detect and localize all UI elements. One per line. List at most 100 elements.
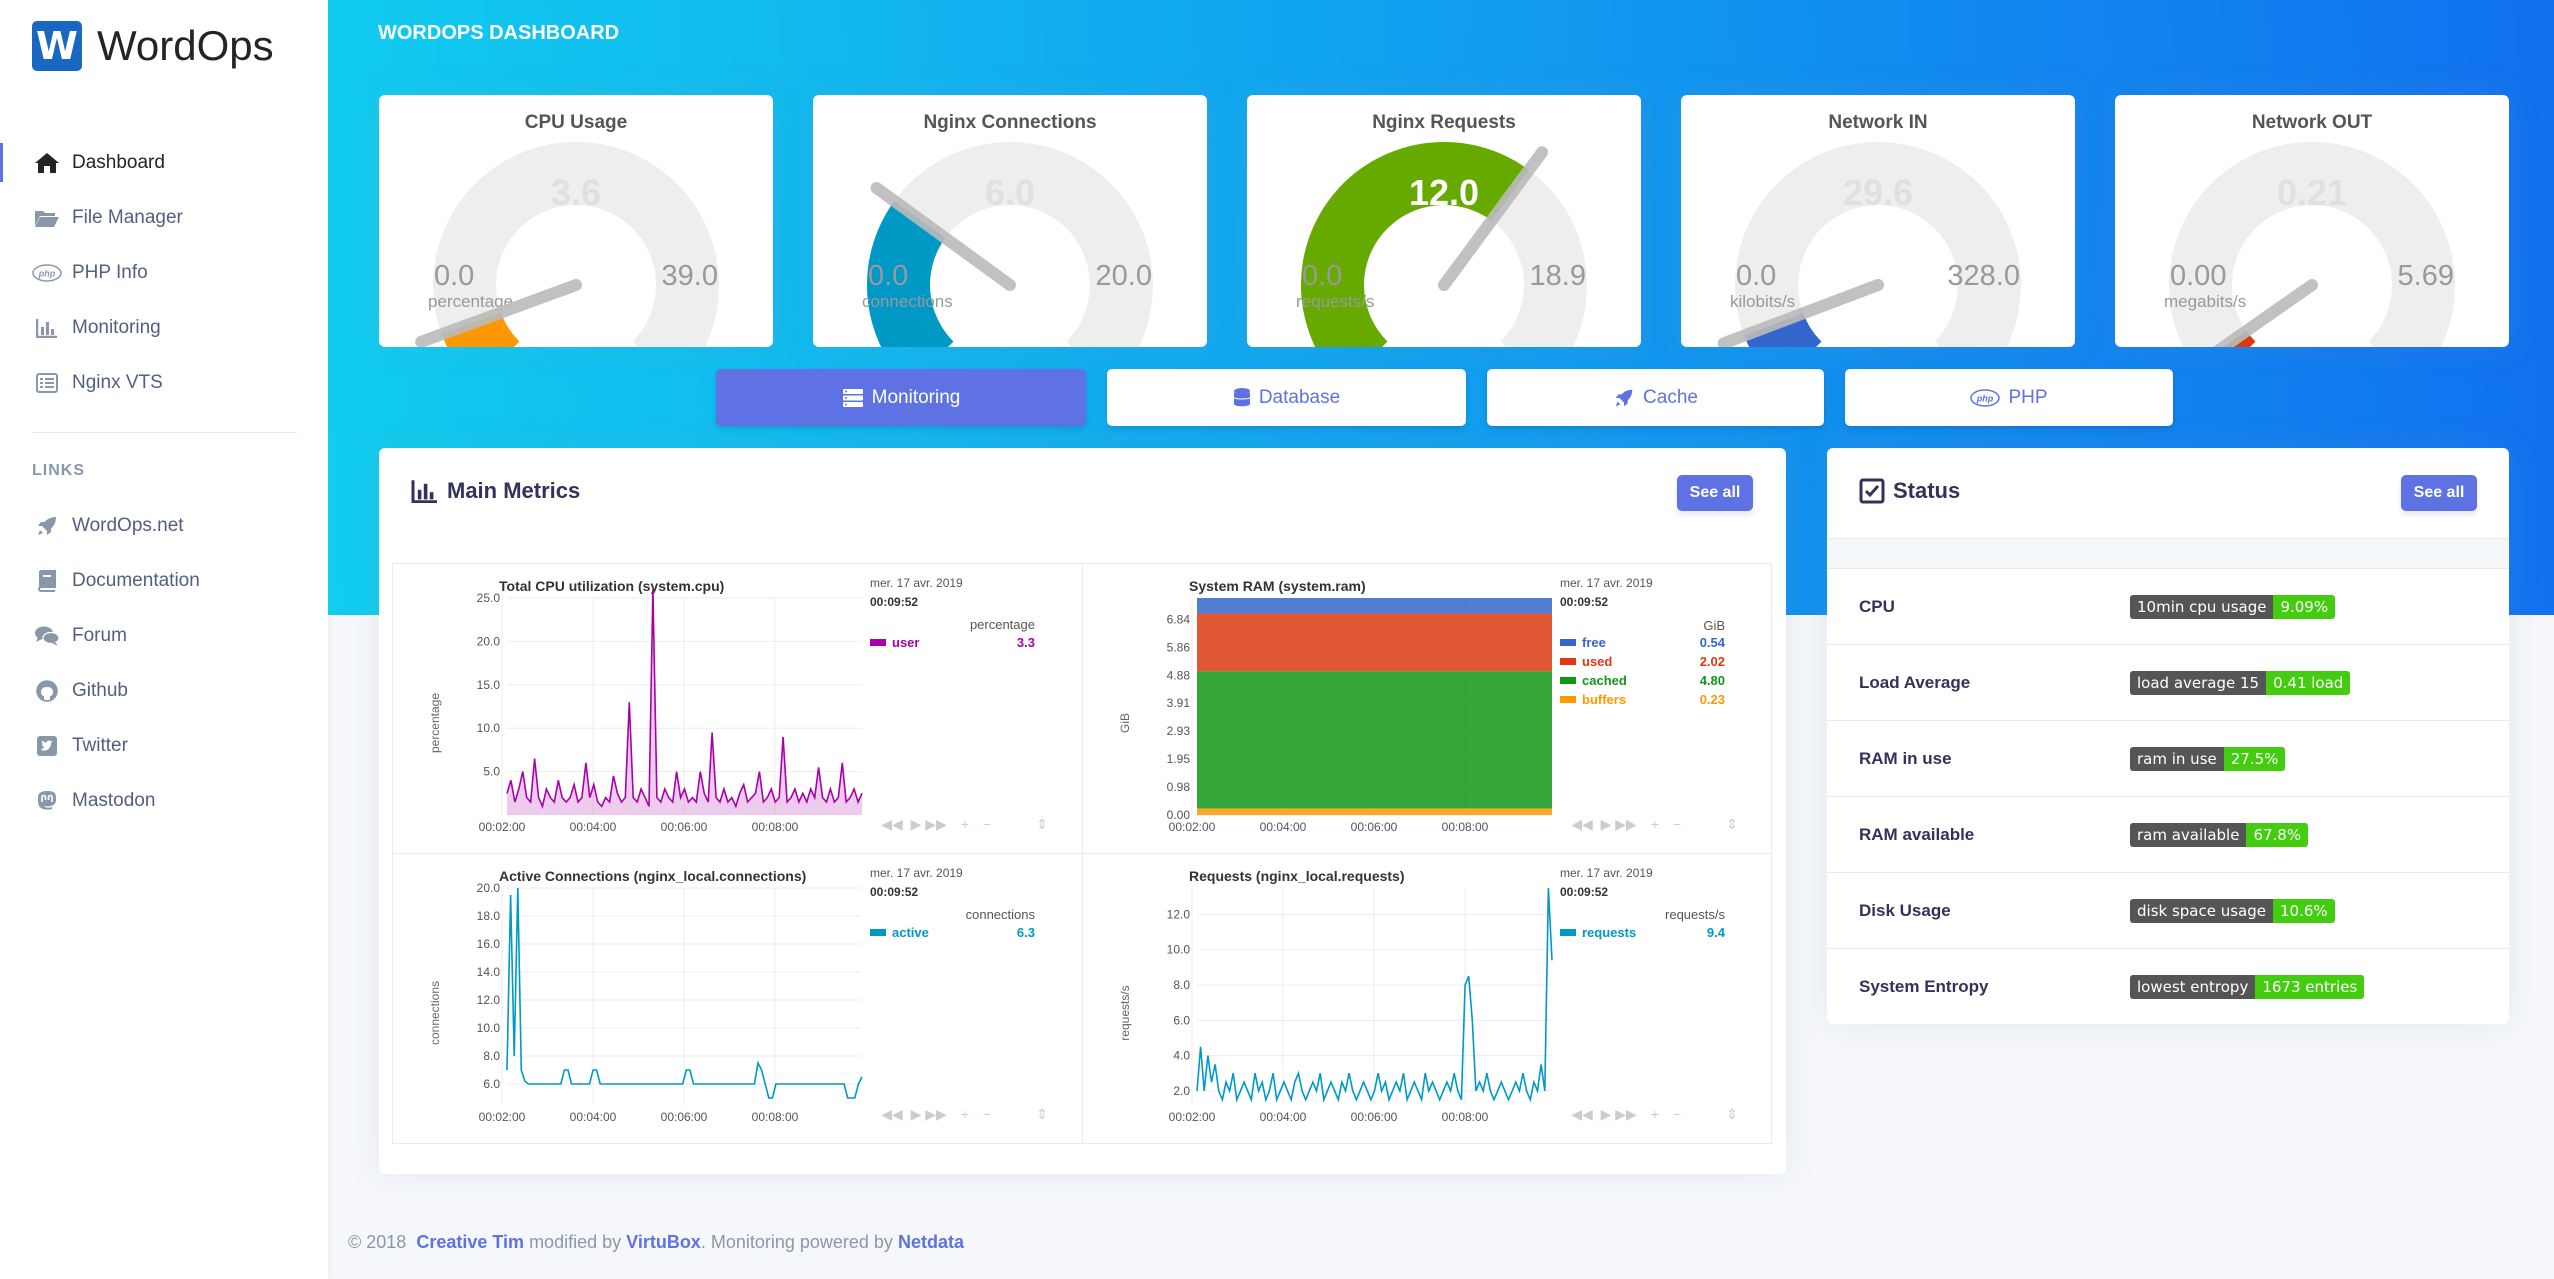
gauge-fill — [1301, 142, 1529, 347]
gauge-svg: Nginx Connections 6.0 0.0 20.0 connections — [862, 112, 1153, 347]
link-label: Forum — [72, 624, 127, 646]
legend-swatch — [870, 929, 886, 936]
status-badge: 10min cpu usage 9.09% — [2130, 594, 2336, 619]
chart-bar-icon — [32, 316, 62, 340]
link-wordops-net[interactable]: WordOps.net — [0, 498, 328, 553]
badge-key: disk space usage — [2130, 898, 2273, 923]
chart-ytick: 3.91 — [1167, 696, 1191, 710]
gauge-max: 20.0 — [1096, 260, 1152, 292]
link-documentation[interactable]: Documentation — [0, 553, 328, 608]
gauge-track — [867, 141, 1153, 347]
chart-xtick: 00:08:00 — [1442, 1110, 1489, 1124]
chart-bar-icon — [411, 479, 439, 503]
tab-monitoring[interactable]: Monitoring — [716, 369, 1086, 426]
gauge-unit: kilobits/s — [1730, 292, 1795, 311]
chart-area-cached — [1197, 671, 1552, 809]
tab-php[interactable]: php PHP — [1845, 369, 2173, 426]
gauge-unit: percentage — [428, 292, 513, 311]
sidebar-item-monitoring[interactable]: Monitoring — [0, 300, 328, 355]
chart-toolbox-icon: ◀◀ — [1571, 816, 1593, 832]
chart-date: mer. 17 avr. 2019 — [1560, 866, 1653, 880]
footer-link-creative-tim[interactable]: Creative Tim — [416, 1232, 525, 1252]
chart-ytick: 5.86 — [1167, 640, 1191, 654]
gauge-fill — [1744, 313, 1822, 347]
gauge-min: 0.0 — [1302, 260, 1342, 292]
chart-ylabel: percentage — [428, 693, 442, 753]
chart-time: 00:09:52 — [1560, 595, 1608, 609]
chart-xtick: 00:08:00 — [752, 1110, 799, 1124]
legend-value: 0.54 — [1700, 635, 1726, 650]
sidebar-item-file-manager[interactable]: File Manager — [0, 190, 328, 245]
status-title-text: Status — [1893, 478, 1961, 503]
chart-xtick: 00:04:00 — [1260, 1110, 1307, 1124]
tab-cache[interactable]: Cache — [1487, 369, 1824, 426]
database-icon — [1233, 387, 1251, 409]
gauge-svg: Network OUT 0.21 0.00 5.69 megabits/s — [2164, 112, 2455, 347]
links-heading: LINKS — [32, 462, 85, 479]
chart-toolbox-icon: + — [961, 1106, 969, 1122]
chart-ytick: 0.98 — [1167, 780, 1191, 794]
chart-unit: requests/s — [1665, 907, 1725, 922]
chart-toolbox-icon: − — [1673, 1106, 1681, 1122]
sidebar-links: WordOps.net Documentation Forum Github T… — [0, 498, 328, 828]
chart-xtick: 00:02:00 — [479, 820, 526, 834]
status-badge: load average 15 0.41 load — [2130, 670, 2351, 695]
github-icon — [32, 679, 62, 703]
chart-area-free — [1197, 598, 1552, 614]
gauge-needle — [1717, 279, 1884, 347]
gauge-unit: requests/s — [1296, 292, 1374, 311]
footer-link-virtubox[interactable]: VirtuBox — [626, 1232, 701, 1252]
gauge-min: 0.00 — [2170, 260, 2226, 292]
chart-xtick: 00:04:00 — [570, 820, 617, 834]
link-forum[interactable]: Forum — [0, 608, 328, 663]
gauge-title: Network IN — [1828, 112, 1927, 133]
badge-key: load average 15 — [2130, 670, 2267, 695]
gauge-track — [433, 141, 719, 347]
chart-ytick: 4.88 — [1167, 668, 1191, 682]
mastodon-icon — [32, 789, 62, 813]
footer-copyright: © 2018 — [348, 1232, 407, 1252]
link-label: Mastodon — [72, 789, 156, 811]
sidebar-item-php-info[interactable]: php PHP Info — [0, 245, 328, 300]
chart-toolbox-icon: ◀◀ — [881, 1106, 903, 1122]
status-see-all-button[interactable]: See all — [2401, 475, 2477, 511]
link-mastodon[interactable]: Mastodon — [0, 773, 328, 828]
chart-ytick: 14.0 — [477, 965, 501, 979]
chart-series-line — [506, 589, 863, 809]
link-twitter[interactable]: Twitter — [0, 718, 328, 773]
sidebar-divider — [32, 432, 297, 433]
status-row-ram-in-use: RAM in use ram in use 27.5% — [1827, 720, 2509, 796]
chart-time: 00:09:52 — [870, 595, 918, 609]
footer-link-netdata[interactable]: Netdata — [897, 1232, 964, 1252]
gauge-svg: Nginx Requests 12.0 0.0 18.9 requests/s — [1296, 112, 1587, 347]
rocket-icon — [32, 514, 62, 538]
chart-ytick: 25.0 — [477, 591, 501, 605]
status-panel: Status See all CPU 10min cpu usage 9.09% … — [1827, 448, 2509, 1024]
legend-name: active — [892, 925, 929, 940]
legend-swatch — [1560, 677, 1576, 684]
chart-xtick: 00:02:00 — [1169, 1110, 1216, 1124]
php-icon: php — [1970, 388, 2001, 407]
sidebar-item-nginx-vts[interactable]: Nginx VTS — [0, 355, 328, 410]
svg-text:php: php — [38, 268, 56, 278]
status-badge: ram available 67.8% — [2130, 822, 2309, 847]
gauge-title: Network OUT — [2252, 112, 2373, 133]
gauge-min: 0.0 — [1736, 260, 1776, 292]
chart-system-ram: System RAM (system.ram) GiB 6.84 5.86 4.88 3.… — [1082, 563, 1771, 857]
gauge-unit: megabits/s — [2164, 292, 2246, 311]
folder-open-icon — [32, 206, 62, 230]
link-label: Twitter — [72, 734, 128, 756]
tab-database[interactable]: Database — [1107, 369, 1466, 426]
chart-toolbox-icon: ◀◀ — [1571, 1106, 1593, 1122]
sidebar-item-dashboard[interactable]: Dashboard — [0, 135, 328, 190]
status-row-disk-usage: Disk Usage disk space usage 10.6% — [1827, 872, 2509, 948]
chart-toolbox-icon: ▶ — [911, 816, 922, 832]
chart-toolbox-icon: ▶ — [1601, 816, 1612, 832]
legend-name: used — [1582, 654, 1612, 669]
link-github[interactable]: Github — [0, 663, 328, 718]
brand[interactable]: W WordOps — [32, 21, 274, 71]
badge-value: 10.6% — [2273, 898, 2335, 923]
main-metrics-see-all-button[interactable]: See all — [1677, 475, 1753, 511]
link-label: Github — [72, 679, 128, 701]
gauge-max: 328.0 — [1947, 260, 2020, 292]
